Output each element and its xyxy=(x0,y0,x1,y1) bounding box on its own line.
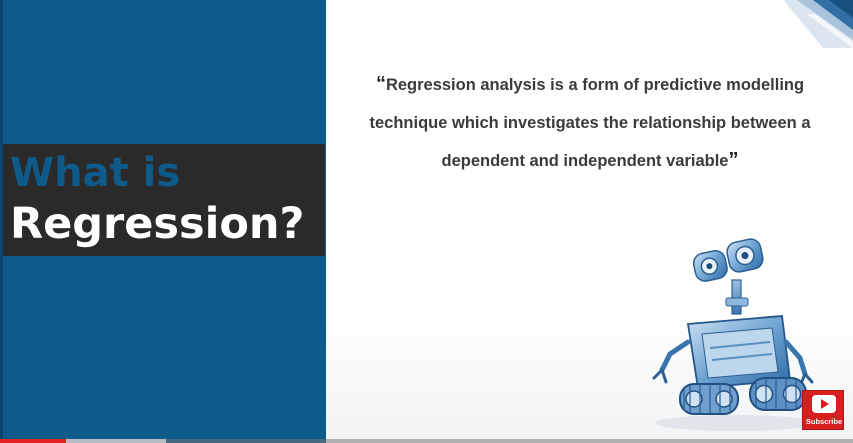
title-regression: Regression? xyxy=(10,199,305,249)
definition-quote: “Regression analysis is a form of predic… xyxy=(345,66,835,181)
left-edge-stripe xyxy=(0,0,3,443)
title-what-is: What is xyxy=(10,150,181,196)
subscribe-button[interactable]: Subscribe xyxy=(802,390,844,430)
subscribe-label: Subscribe xyxy=(805,417,843,426)
robot-illustration xyxy=(652,238,815,431)
play-icon xyxy=(812,395,836,413)
corner-stripes-decoration xyxy=(783,0,853,48)
close-quote-mark: ” xyxy=(728,149,739,171)
progress-played xyxy=(0,439,66,443)
title-band xyxy=(3,144,325,256)
play-triangle xyxy=(821,399,829,409)
video-progress-bar[interactable] xyxy=(0,439,853,443)
open-quote-mark: “ xyxy=(375,73,386,95)
quote-text: Regression analysis is a form of predict… xyxy=(369,76,811,170)
progress-buffered xyxy=(0,439,166,443)
